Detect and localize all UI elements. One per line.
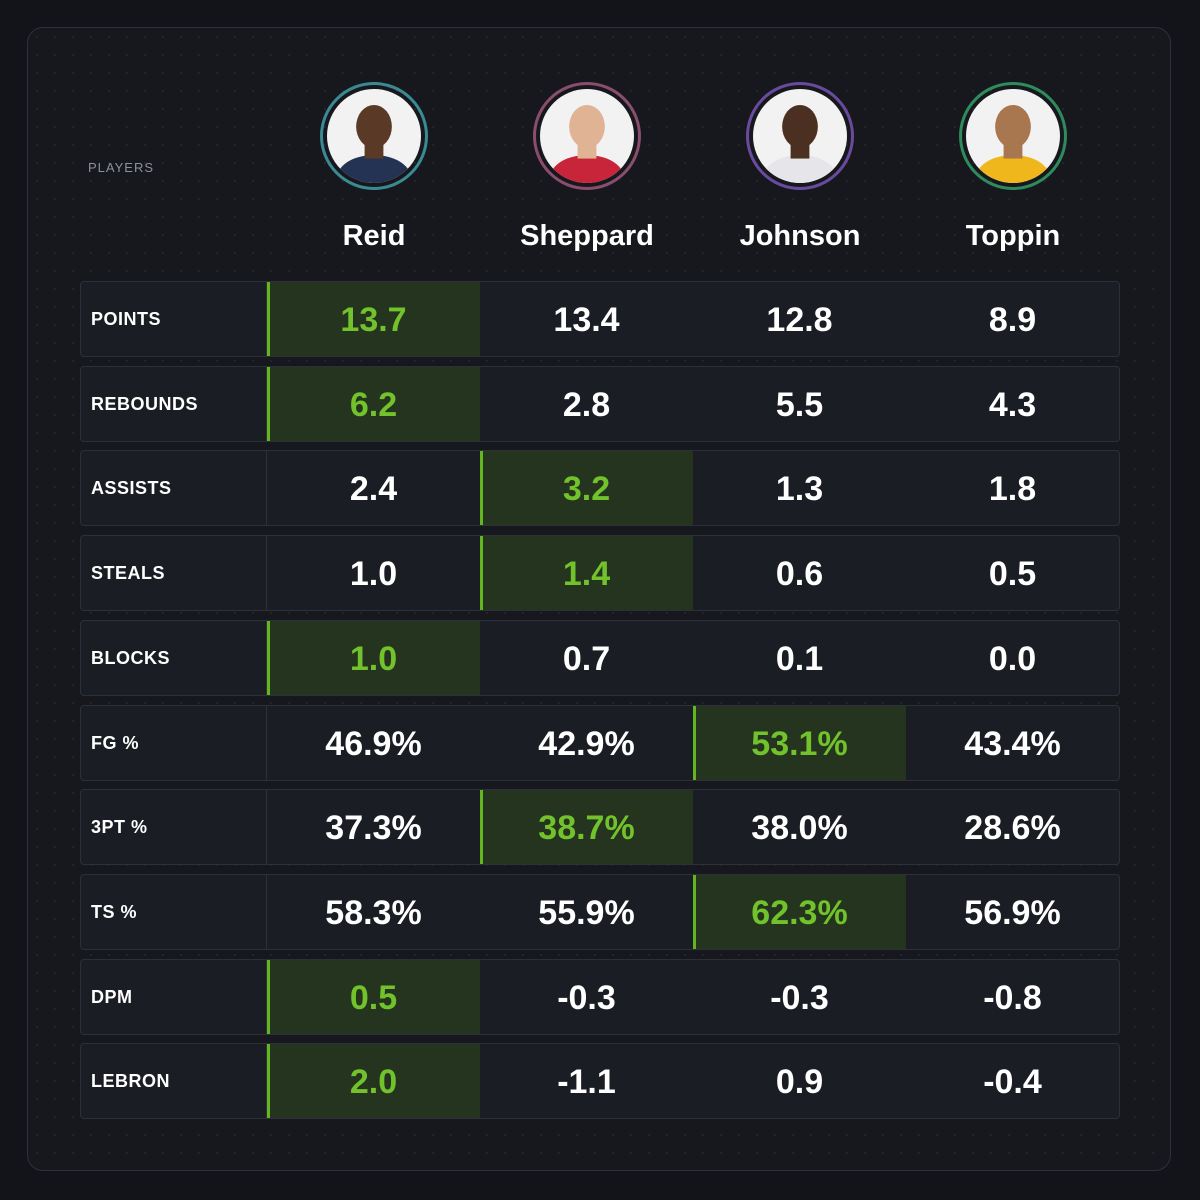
stat-value-leader: 1.0 (267, 620, 480, 695)
player-avatar[interactable] (533, 82, 641, 190)
stat-value: 1.0 (349, 555, 398, 594)
player-portrait-image (966, 89, 1060, 183)
stat-label: STEALS (81, 536, 267, 611)
stat-value: 0.9 (775, 1063, 824, 1102)
stat-value: 38.0% (751, 809, 848, 848)
stat-label: POINTS (81, 282, 267, 356)
stat-value-leader: 0.5 (267, 959, 480, 1034)
stat-label: BLOCKS (81, 620, 267, 695)
stat-label: FG % (81, 705, 267, 780)
player-column-header: Sheppard (481, 82, 693, 253)
player-avatar[interactable] (959, 82, 1067, 190)
stat-value: -1.1 (557, 1063, 616, 1102)
stat-value: 0.1 (775, 639, 824, 678)
stat-value: -0.3 (557, 978, 616, 1017)
stat-value: 46.9% (325, 724, 422, 763)
stat-value: 8.9 (988, 301, 1037, 339)
stat-value: 1.8 (988, 470, 1037, 509)
player-portrait-image (753, 89, 847, 183)
stat-value: 1.3 (775, 470, 824, 509)
player-name: Toppin (965, 220, 1061, 252)
player-name: Reid (342, 220, 406, 252)
stat-row: ASSISTS 2.4 3.2 1.3 1.8 (80, 450, 1120, 527)
stat-value: -0.3 (770, 978, 829, 1017)
stat-label: REBOUNDS (81, 366, 267, 441)
stat-row: 3PT % 37.3% 38.7% 38.0% 28.6% (80, 789, 1120, 866)
stat-row: STEALS 1.0 1.4 0.6 0.5 (80, 535, 1120, 612)
player-avatar[interactable] (746, 82, 854, 190)
player-column-header: Reid (268, 82, 480, 253)
stat-row: BLOCKS 1.0 0.7 0.1 0.0 (80, 619, 1120, 696)
stat-row: REBOUNDS 6.2 2.8 5.5 4.3 (80, 365, 1120, 442)
stat-value-leader: 6.2 (267, 366, 480, 441)
stat-value: 2.4 (349, 470, 398, 509)
stat-value: 0.7 (562, 639, 611, 678)
player-portrait-image (540, 89, 634, 183)
stat-label: ASSISTS (81, 451, 267, 526)
stat-value-leader: 3.2 (480, 451, 693, 526)
stat-value-leader: 1.4 (480, 536, 693, 611)
stat-value: 43.4% (964, 724, 1061, 763)
stat-value: 0.5 (988, 555, 1037, 594)
players-header-label: PLAYERS (88, 160, 155, 175)
stat-value: 5.5 (775, 385, 824, 424)
stat-value: 28.6% (964, 809, 1061, 848)
stat-value: 42.9% (538, 724, 635, 763)
stat-value: -0.4 (983, 1063, 1042, 1102)
player-name: Sheppard (520, 220, 654, 252)
stat-value: 0.6 (775, 555, 824, 594)
stat-row: FG % 46.9% 42.9% 53.1% 43.4% (80, 704, 1120, 781)
stat-value: 58.3% (325, 893, 422, 932)
stat-value: 56.9% (964, 893, 1061, 932)
player-portrait-image (327, 89, 421, 183)
stat-label: LEBRON (81, 1044, 267, 1119)
stat-value: 55.9% (538, 893, 635, 932)
stat-value: 12.8 (766, 301, 833, 339)
stat-value-leader: 2.0 (267, 1044, 480, 1119)
stat-value: 0.0 (988, 639, 1037, 678)
player-name: Johnson (739, 220, 861, 252)
player-column-header: Johnson (694, 82, 906, 253)
stat-value-leader: 53.1% (693, 705, 906, 780)
player-avatar[interactable] (320, 82, 428, 190)
stat-row: DPM 0.5 -0.3 -0.3 -0.8 (80, 958, 1120, 1035)
stat-row: LEBRON 2.0 -1.1 0.9 -0.4 (80, 1043, 1120, 1120)
stat-value-leader: 13.7 (267, 282, 480, 356)
stat-value: 13.4 (553, 301, 620, 339)
stat-label: DPM (81, 959, 267, 1034)
stat-label: TS % (81, 874, 267, 949)
stat-label: 3PT % (81, 790, 267, 865)
stat-value: 2.8 (562, 385, 611, 424)
stat-value-leader: 62.3% (693, 874, 906, 949)
stat-value-leader: 38.7% (480, 790, 693, 865)
stat-row: POINTS 13.7 13.4 12.8 8.9 (80, 281, 1120, 357)
stat-value: 4.3 (988, 385, 1037, 424)
stat-value: -0.8 (983, 978, 1042, 1017)
stat-row: TS % 58.3% 55.9% 62.3% 56.9% (80, 873, 1120, 950)
player-column-header: Toppin (907, 82, 1119, 253)
stat-value: 37.3% (325, 809, 422, 848)
